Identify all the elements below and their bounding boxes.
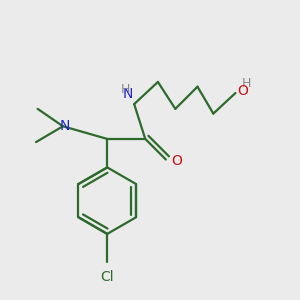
Text: Cl: Cl <box>100 270 114 284</box>
Text: N: N <box>122 87 133 101</box>
Text: O: O <box>172 154 182 168</box>
Text: H: H <box>121 83 130 96</box>
Text: O: O <box>237 84 248 98</box>
Text: N: N <box>59 119 70 133</box>
Text: H: H <box>242 77 251 90</box>
